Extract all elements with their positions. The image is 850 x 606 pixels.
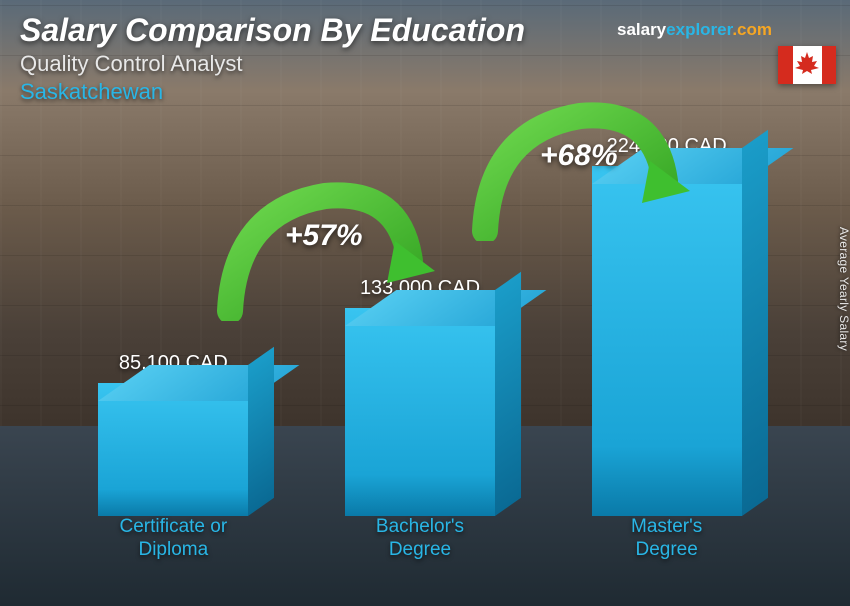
x-label-3-line2: Degree bbox=[635, 539, 697, 560]
bar-chart: +57% +68% 85,100 CAD bbox=[50, 86, 790, 576]
brand-part3: .com bbox=[732, 20, 772, 39]
x-axis-labels: Certificate or Diploma Bachelor's Degree… bbox=[50, 516, 790, 576]
main-title: Salary Comparison By Education bbox=[20, 12, 525, 49]
bar-1 bbox=[98, 383, 248, 516]
maple-leaf-icon bbox=[795, 52, 819, 78]
region-name: Saskatchewan bbox=[20, 79, 525, 105]
x-label-1-line2: Diploma bbox=[138, 539, 208, 560]
x-label-3-line1: Master's bbox=[631, 516, 702, 537]
brand-part1: salary bbox=[617, 20, 666, 39]
country-flag-canada bbox=[778, 46, 836, 84]
bar-side-face bbox=[742, 130, 768, 516]
bar-side-face bbox=[248, 347, 274, 516]
y-axis-label: Average Yearly Salary bbox=[837, 227, 850, 351]
brand-part2: explorer bbox=[666, 20, 732, 39]
increase-arrow-1: +57% bbox=[215, 181, 435, 321]
increase-pct-1: +57% bbox=[285, 219, 363, 253]
x-label-2-line2: Degree bbox=[389, 539, 451, 560]
bar-front-face bbox=[98, 383, 248, 516]
x-label-1-line1: Certificate or bbox=[119, 516, 227, 537]
flag-right-band bbox=[822, 46, 837, 84]
flag-maple-leaf-icon bbox=[793, 46, 822, 84]
x-label-2: Bachelor's Degree bbox=[320, 516, 520, 576]
flag-left-band bbox=[778, 46, 793, 84]
increase-pct-2: +68% bbox=[540, 139, 618, 173]
header: Salary Comparison By Education Quality C… bbox=[20, 12, 525, 105]
job-title: Quality Control Analyst bbox=[20, 51, 525, 77]
x-label-2-line1: Bachelor's bbox=[376, 516, 464, 537]
bar-front-face bbox=[345, 308, 495, 516]
increase-arrow-2: +68% bbox=[470, 101, 690, 241]
infographic-container: Salary Comparison By Education Quality C… bbox=[0, 0, 850, 606]
x-label-1: Certificate or Diploma bbox=[73, 516, 273, 576]
bar-side-face bbox=[495, 272, 521, 516]
x-label-3: Master's Degree bbox=[567, 516, 767, 576]
site-branding: salaryexplorer.com bbox=[617, 20, 772, 40]
bar-2 bbox=[345, 308, 495, 516]
bar-slot-1: 85,100 CAD bbox=[73, 352, 273, 516]
